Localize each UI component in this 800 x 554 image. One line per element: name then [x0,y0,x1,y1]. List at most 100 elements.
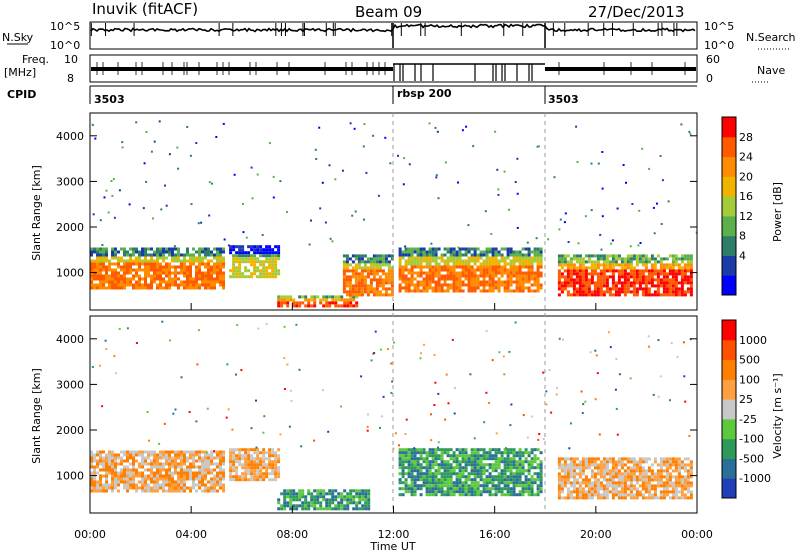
heatmap-cell [446,262,450,266]
heatmap-cell [153,259,156,263]
heatmap-cell [310,298,314,302]
heatmap-cell [283,295,287,299]
heatmap-cell [342,269,346,273]
heatmap-cell [449,286,453,290]
heatmap-cell [461,247,465,251]
heatmap-cell [503,451,507,455]
heatmap-cell [434,274,438,278]
heatmap-cell [434,280,438,284]
heatmap-cell [340,298,344,302]
heatmap-cell [226,363,229,366]
heatmap-cell [494,253,498,257]
heatmap-cell [521,277,525,281]
heatmap-cell [238,463,242,467]
heatmap-cell [453,387,456,389]
heatmap-cell [354,254,358,258]
heatmap-cell [407,448,411,452]
heatmap-cell [566,275,570,279]
heatmap-cell [235,472,239,476]
heatmap-cell [265,260,269,264]
heatmap-cell [410,259,414,263]
heatmap-cell [232,475,236,479]
heatmap-cell [449,283,453,287]
heatmap-cell [229,251,233,255]
heatmap-cell [410,493,414,497]
heatmap-cell [482,265,486,269]
heatmap-cell [467,274,471,278]
heatmap-cell [524,256,528,260]
heatmap-cell [150,480,153,484]
heatmap-cell [482,451,486,455]
heatmap-cell [452,481,456,485]
heatmap-cell [644,266,648,270]
heatmap-cell [168,268,171,272]
heatmap-cell [566,478,570,482]
heatmap-cell [527,262,531,266]
heatmap-cell [506,277,510,281]
heatmap-cell [440,451,444,455]
heatmap-cell [623,484,627,488]
heatmap-cell [156,471,159,475]
heatmap-cell [566,493,570,497]
heatmap-cell [683,278,687,282]
heatmap-cell [147,483,150,487]
heatmap-cell [656,293,660,297]
heatmap-cell [189,477,192,481]
heatmap-cell [494,280,498,284]
heatmap-cell [256,248,260,252]
heatmap-cell [614,466,618,470]
heatmap-cell [397,154,399,157]
heatmap-cell [322,495,326,499]
heatmap-cell [444,161,447,164]
heatmap-cell [366,269,370,273]
heatmap-cell [467,463,471,467]
heatmap-cell [521,286,525,290]
colorbar-swatch [722,275,736,296]
y-tick-label: 1000 [56,267,84,280]
heatmap-cell [641,469,645,473]
heatmap-cell [325,301,329,305]
heatmap-cell [207,271,210,275]
heatmap-cell [602,460,606,464]
heatmap-cell [401,286,405,290]
heatmap-cell [103,196,106,199]
heatmap-cell [641,493,645,497]
heatmap-cell [455,274,459,278]
heatmap-cell [401,265,405,269]
heatmap-cell [147,489,150,493]
heatmap-cell [156,271,159,275]
heatmap-cell [461,493,465,497]
heatmap-cell [452,454,456,458]
heatmap-cell [358,492,362,496]
heatmap-cell [503,484,507,488]
heatmap-cell [416,457,420,461]
heatmap-cell [512,451,516,455]
heatmap-cell [360,260,364,264]
heatmap-cell [502,355,505,358]
heatmap-cell [286,298,290,302]
heatmap-cell [180,489,183,493]
heatmap-cell [641,457,645,461]
heatmap-cell [222,265,225,269]
heatmap-cell [614,463,618,467]
heatmap-cell [572,457,576,461]
heatmap-cell [268,472,272,476]
heatmap-cell [153,274,156,278]
heatmap-cell [611,260,615,264]
heatmap-cell [244,454,248,458]
heatmap-cell [99,259,102,263]
heatmap-cell [366,287,370,291]
heatmap-cell [413,283,417,287]
heatmap-cell [189,262,192,266]
heatmap-cell [512,250,516,254]
heatmap-cell [416,265,420,269]
heatmap-cell [277,501,281,505]
heatmap-cell [219,265,222,269]
heatmap-cell [126,477,129,481]
heatmap-cell [174,471,177,475]
heatmap-cell [174,468,177,472]
heatmap-cell [141,286,144,290]
heatmap-cell [381,269,385,273]
heatmap-cell [647,281,651,285]
heatmap-cell [512,271,516,275]
